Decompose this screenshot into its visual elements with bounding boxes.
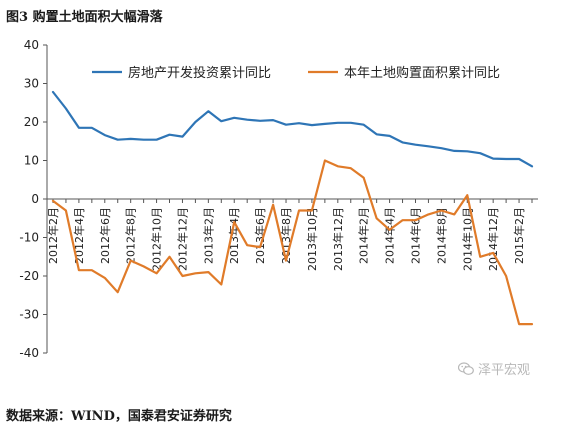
x-tick-label: 2012年6月 <box>98 207 112 264</box>
series-lines <box>51 90 534 326</box>
y-tick-label: -20 <box>19 269 39 283</box>
x-tick-label: 2013年6月 <box>253 207 267 264</box>
x-tick-label: 2014年6月 <box>408 207 422 264</box>
watermark: 泽平宏观 <box>458 359 530 378</box>
wechat-icon <box>458 361 474 375</box>
y-tick-label: 0 <box>31 192 39 206</box>
x-tick-label: 2012年12月 <box>175 207 189 271</box>
y-tick-label: -10 <box>19 231 39 245</box>
legend-label-2: 本年土地购置面积累计同比 <box>344 65 500 81</box>
series-line-2 <box>51 159 534 326</box>
x-tick-label: 2013年12月 <box>331 207 345 271</box>
x-tick-label: 2014年8月 <box>434 207 448 264</box>
x-tick-label: 2012年10月 <box>150 207 164 271</box>
y-tick-label: -30 <box>19 308 39 322</box>
x-tick-label: 2012年4月 <box>72 207 86 264</box>
y-tick-label: -40 <box>19 346 39 360</box>
y-tick-label: 20 <box>24 115 39 129</box>
y-tick-label: 30 <box>24 77 39 91</box>
y-tick-label: 40 <box>24 38 39 52</box>
x-tick-label: 2013年4月 <box>227 207 241 264</box>
x-tick-label: 2015年2月 <box>512 207 526 264</box>
y-axis: -40 -30 -20 -10 0 10 20 30 40 <box>19 38 48 360</box>
watermark-text: 泽平宏观 <box>478 363 531 378</box>
legend-label-1: 房地产开发投资累计同比 <box>128 65 271 81</box>
line-chart: -40 -30 -20 -10 0 10 20 30 40 2012年2月 2012年4月 2012… <box>19 38 538 360</box>
source-note: 数据来源：WIND，国泰君安证券研究 <box>6 409 232 424</box>
y-tick-label: 10 <box>24 154 39 168</box>
x-tick-label: 2012年8月 <box>124 207 138 264</box>
figure-title: 图3 购置土地面积大幅滑落 <box>6 10 163 25</box>
x-tick-label: 2014年10月 <box>460 207 474 271</box>
x-tick-label: 2014年2月 <box>357 207 371 264</box>
series-line-1 <box>51 90 534 168</box>
legend: 房地产开发投资累计同比 本年土地购置面积累计同比 <box>92 65 500 81</box>
x-tick-label: 2013年2月 <box>201 207 215 264</box>
x-tick-label: 2014年4月 <box>383 207 397 264</box>
x-tick-label: 2013年10月 <box>305 207 319 271</box>
x-tick-label: 2012年2月 <box>46 207 60 264</box>
